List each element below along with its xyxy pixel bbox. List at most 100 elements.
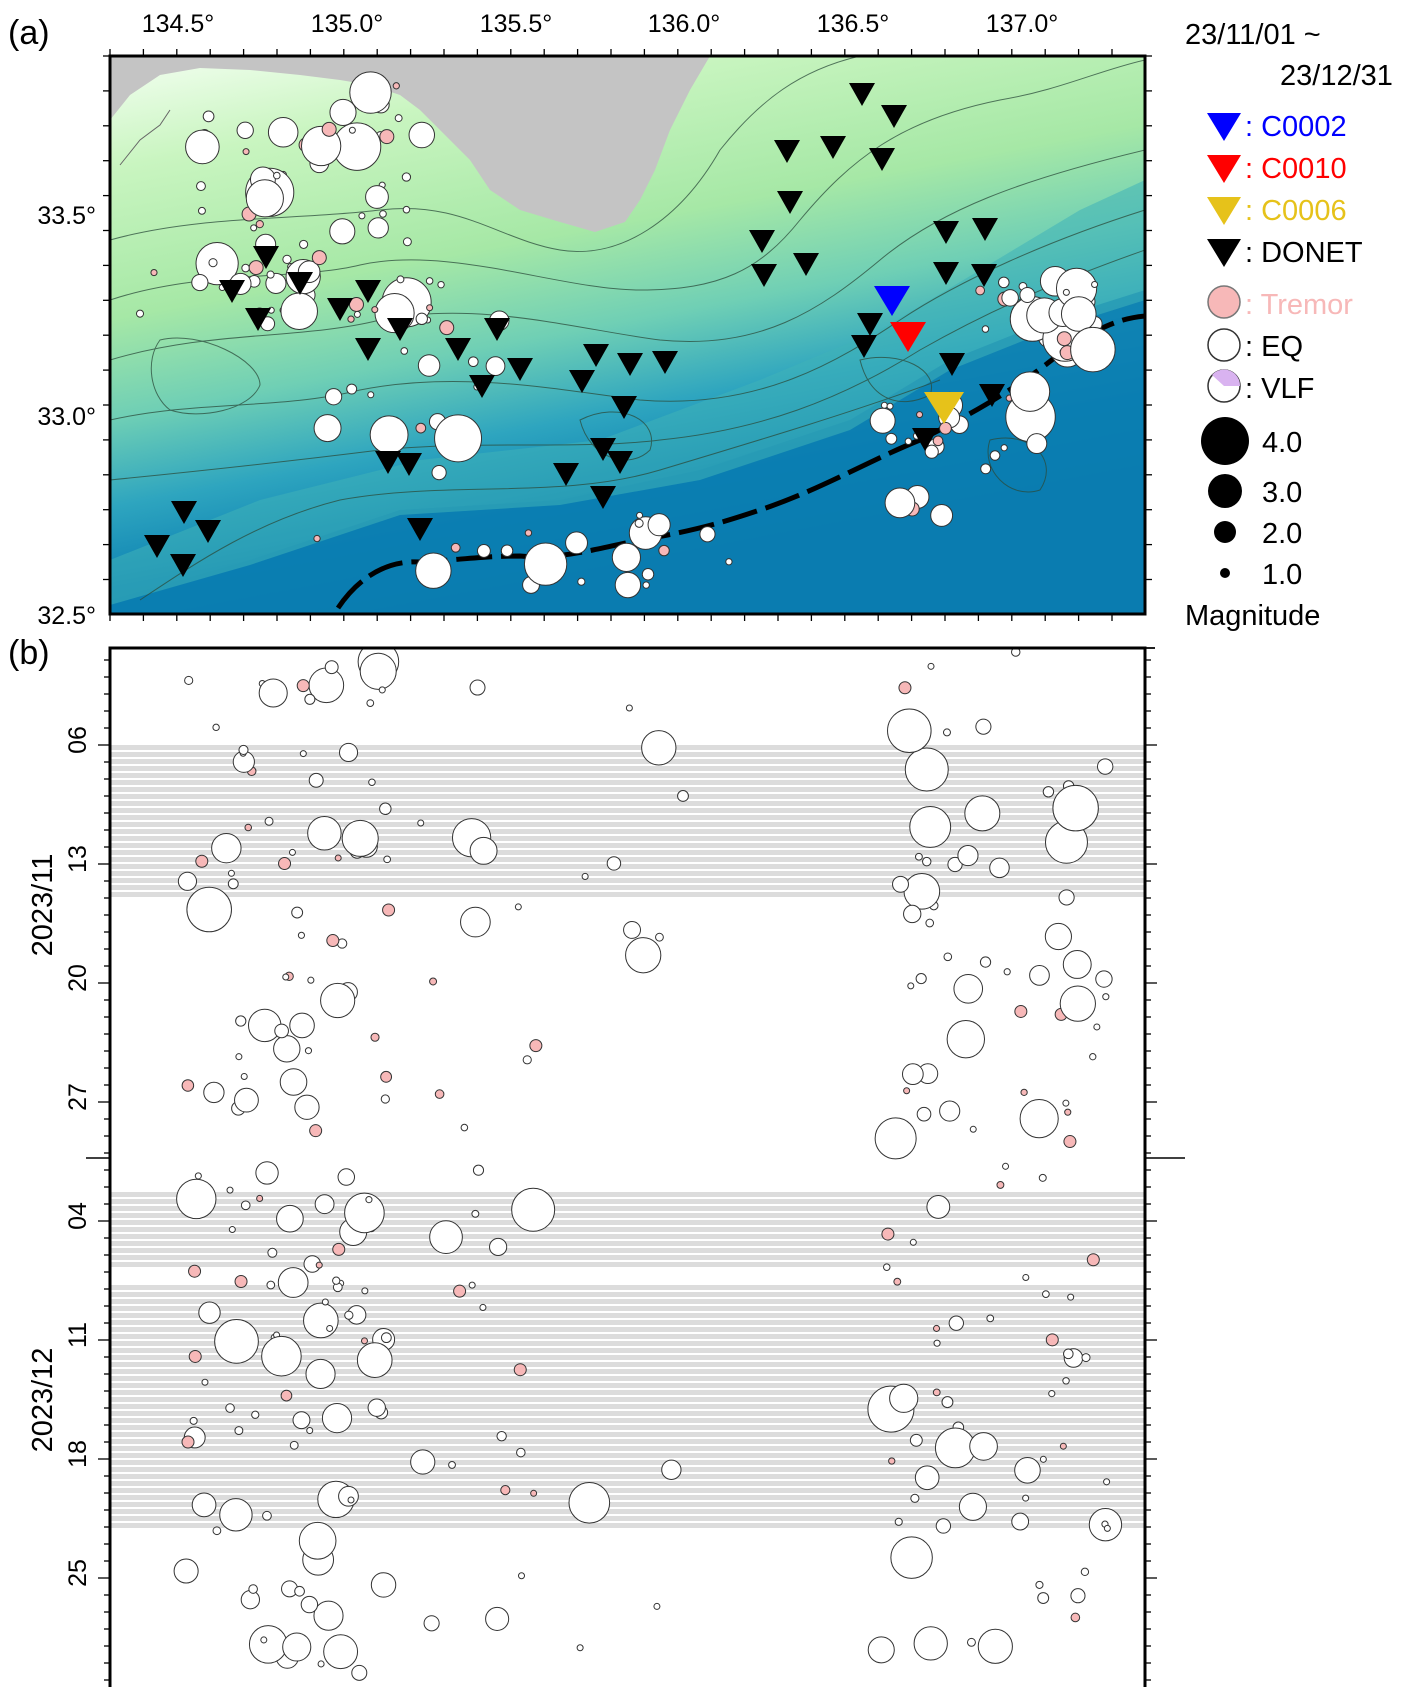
timeline-area — [110, 648, 1145, 1687]
tremor-marker — [244, 823, 253, 832]
eq-marker — [522, 1055, 532, 1065]
eq-marker — [323, 1634, 359, 1670]
panel-a-label: (a) — [8, 14, 50, 52]
eq-marker — [1070, 1588, 1086, 1604]
eq-marker — [882, 1263, 891, 1271]
eq-marker — [1009, 371, 1051, 412]
eq-marker — [500, 544, 514, 557]
eq-marker — [606, 856, 622, 871]
eq-marker — [380, 1094, 390, 1104]
eq-marker — [437, 280, 445, 289]
map-stations — [144, 83, 1005, 577]
legend-mag1-label: 1.0 — [1262, 559, 1302, 591]
gap-band-stripe — [110, 1206, 1145, 1211]
gap-band-stripe — [110, 1453, 1145, 1458]
tremor-marker — [658, 544, 670, 557]
eq-marker — [1093, 1023, 1101, 1031]
eq-marker — [1044, 922, 1072, 951]
gap-band-stripe — [110, 1446, 1145, 1451]
eq-marker — [341, 819, 379, 857]
eq-marker — [1062, 1099, 1070, 1107]
day-tick-label: 13 — [64, 845, 92, 873]
eq-marker — [892, 875, 909, 893]
gap-band-stripe — [110, 836, 1145, 841]
tremor-marker — [1064, 1108, 1072, 1116]
gap-band-stripe — [110, 1509, 1145, 1514]
eq-marker — [910, 1493, 920, 1503]
tremor-marker — [321, 121, 337, 137]
eq-marker — [958, 1492, 987, 1521]
eq-marker — [212, 1526, 222, 1536]
eq-marker — [321, 1402, 353, 1434]
legend-c0006-triangle-icon — [1207, 197, 1241, 225]
eq-marker — [321, 1298, 329, 1306]
eq-marker — [979, 956, 992, 968]
eq-marker — [289, 1440, 299, 1450]
legend-c0006-label: : C0006 — [1245, 195, 1347, 227]
eq-marker — [294, 1094, 320, 1120]
eq-marker — [514, 903, 522, 911]
eq-marker — [909, 806, 952, 848]
tremor-marker — [1020, 1088, 1028, 1096]
gap-band-stripe — [110, 801, 1145, 806]
eq-marker — [884, 487, 916, 519]
eq-marker — [576, 1644, 584, 1652]
legend-eq-label: : EQ — [1245, 331, 1303, 363]
donet-station-marker — [507, 358, 533, 381]
gap-band-stripe — [110, 1502, 1145, 1507]
eq-marker — [1022, 1494, 1030, 1502]
eq-marker — [337, 1168, 356, 1186]
eq-marker — [614, 571, 642, 599]
tremor-marker — [932, 435, 944, 447]
tremor-marker — [898, 681, 912, 695]
eq-marker — [914, 852, 923, 861]
donet-station-marker — [979, 384, 1005, 407]
tremor-marker — [315, 1261, 323, 1269]
eq-marker — [267, 116, 299, 148]
eq-marker — [890, 1536, 933, 1579]
eq-marker — [925, 918, 935, 928]
eq-marker — [907, 982, 915, 990]
day-tick-label: 18 — [64, 1440, 92, 1468]
tremor-marker — [415, 422, 427, 434]
day-tick-label: 25 — [64, 1559, 92, 1587]
eq-marker — [431, 464, 447, 481]
station-c0002-marker — [874, 286, 910, 316]
tremor-marker — [893, 1277, 902, 1286]
eq-marker — [368, 778, 376, 786]
donet-station-marker — [583, 344, 609, 367]
gap-band-stripe — [110, 871, 1145, 876]
timeline-ticks — [98, 659, 1157, 1681]
eq-marker — [240, 1200, 251, 1211]
eq-marker — [1011, 1512, 1030, 1531]
day-tick-label: 04 — [64, 1202, 92, 1230]
donet-station-marker — [590, 438, 616, 461]
period-end: 23/12/31 — [1280, 60, 1393, 92]
legend-tremor-circle-icon — [1207, 285, 1241, 319]
eq-marker — [408, 121, 436, 149]
donet-station-marker — [751, 264, 777, 287]
eq-marker — [634, 518, 644, 528]
eq-marker — [423, 1615, 440, 1632]
eq-marker — [1038, 1173, 1047, 1182]
eq-marker — [699, 526, 716, 543]
eq-marker — [417, 819, 425, 827]
eq-marker — [485, 1606, 510, 1631]
eq-marker — [1062, 1377, 1070, 1385]
eq-marker — [904, 437, 913, 446]
gap-band-stripe — [110, 1306, 1145, 1311]
gap-band-stripe — [110, 1397, 1145, 1402]
lon-tick-label: 135.0° — [311, 10, 384, 38]
gap-band-stripe — [110, 1234, 1145, 1239]
legend-tremor-label: : Tremor — [1245, 289, 1353, 321]
legend-mag2-circle-icon — [1214, 521, 1236, 543]
tremor-marker — [255, 219, 264, 229]
eq-marker — [641, 568, 655, 581]
eq-marker — [370, 1572, 397, 1598]
tremor-marker — [181, 1435, 195, 1449]
donet-station-marker — [469, 375, 495, 398]
eq-marker — [304, 693, 316, 705]
gap-band-stripe — [110, 829, 1145, 834]
legend-magnitude-title: Magnitude — [1185, 600, 1320, 632]
